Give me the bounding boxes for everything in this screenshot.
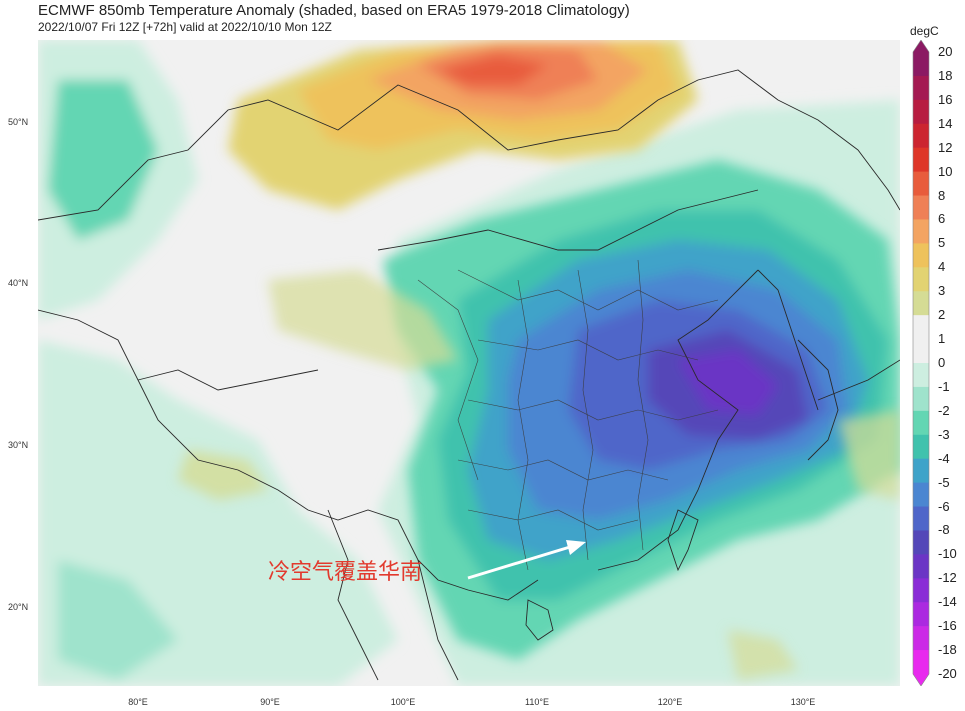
colorbar: [912, 40, 930, 686]
colorbar-tick-label: -4: [938, 450, 950, 466]
lon-label-90: 90°E: [260, 697, 280, 707]
chart-subtitle: 2022/10/07 Fri 12Z [+72h] valid at 2022/…: [38, 20, 332, 34]
colorbar-extend-bottom: [913, 674, 929, 686]
colorbar-swatch: [913, 267, 929, 292]
colorbar-swatch: [913, 363, 929, 388]
colorbar-tick-label: 6: [938, 211, 946, 227]
colorbar-tick-label: -20: [938, 666, 957, 681]
colorbar-swatch: [913, 75, 929, 101]
lon-label-100: 100°E: [390, 697, 416, 707]
anomaly-shading-warm: [178, 40, 900, 680]
colorbar-tick-label: -12: [938, 570, 957, 586]
lat-label-20: 20°N: [8, 602, 29, 612]
lat-label-30: 30°N: [8, 440, 29, 450]
annotation-arrow: [467, 540, 586, 580]
colorbar-swatch: [913, 482, 929, 508]
lat-label-50: 50°N: [8, 117, 29, 127]
colorbar-swatch: [913, 219, 929, 244]
colorbar-swatch: [913, 530, 929, 555]
colorbar-tick-label: 16: [938, 91, 953, 107]
colorbar-tick-label: -18: [938, 642, 957, 658]
colorbar-tick-label: -5: [938, 474, 950, 490]
colorbar-tick-label: 3: [938, 283, 946, 299]
colorbar-tick-label: 8: [938, 187, 946, 203]
colorbar-swatch: [913, 626, 929, 651]
colorbar-swatch: [913, 554, 929, 579]
colorbar-tick-label: 1: [938, 331, 946, 347]
colorbar-swatch: [913, 315, 929, 340]
colorbar-tick-label: 2: [938, 307, 946, 323]
colorbar-tick-label: 18: [938, 67, 953, 83]
colorbar-swatch: [913, 386, 929, 412]
colorbar-swatch: [913, 195, 929, 220]
country-boundaries: [38, 69, 900, 681]
colorbar-swatch: [913, 578, 929, 603]
anomaly-shading-cold: [383, 160, 900, 660]
colorbar-swatch: [913, 171, 929, 197]
colorbar-extend-top: [913, 40, 929, 52]
colorbar-unit: degC: [910, 24, 939, 38]
colorbar-tick-label: 12: [938, 139, 953, 155]
map-svg: [38, 40, 900, 686]
colorbar-swatch: [913, 291, 929, 316]
lon-label-110: 110°E: [525, 697, 549, 707]
colorbar-swatch: [913, 602, 929, 627]
lon-label-80: 80°E: [128, 697, 148, 707]
colorbar-tick-label: 0: [938, 355, 946, 370]
colorbar-swatch: [913, 147, 929, 173]
colorbar-swatch: [913, 339, 929, 364]
colorbar-tick-label: -16: [938, 618, 957, 634]
colorbar-tick-label: -6: [938, 498, 950, 514]
colorbar-swatch: [913, 52, 929, 77]
colorbar-tick-label: -1: [938, 378, 950, 394]
colorbar-tick-label: -3: [938, 426, 950, 442]
colorbar-tick-label: 10: [938, 163, 953, 179]
colorbar-tick-label: -10: [938, 546, 957, 562]
colorbar-swatch: [913, 99, 929, 125]
province-boundaries: [417, 259, 719, 571]
colorbar-tick-label: -2: [938, 402, 950, 418]
colorbar-tick-label: -14: [938, 594, 957, 610]
colorbar-swatch: [913, 243, 929, 268]
colorbar-tick-label: 5: [938, 235, 946, 251]
anomaly-map: [38, 40, 900, 686]
colorbar-swatch: [913, 506, 929, 531]
chart-title: ECMWF 850mb Temperature Anomaly (shaded,…: [38, 2, 630, 19]
annotation-text: 冷空气覆盖华南: [268, 560, 423, 585]
colorbar-tick-label: -8: [938, 522, 950, 538]
colorbar-tick-label: 14: [938, 115, 953, 131]
colorbar-swatch: [913, 434, 929, 460]
colorbar-swatch: [913, 123, 929, 149]
colorbar-tick-label: 4: [938, 259, 946, 275]
lon-label-120: 120°E: [657, 697, 683, 707]
colorbar-tick-label: 20: [938, 44, 953, 59]
colorbar-swatch: [913, 458, 929, 484]
lon-label-130: 130°E: [790, 697, 816, 707]
colorbar-swatch: [913, 650, 929, 675]
lat-label-40: 40°N: [8, 278, 29, 288]
colorbar-swatch: [913, 410, 929, 436]
